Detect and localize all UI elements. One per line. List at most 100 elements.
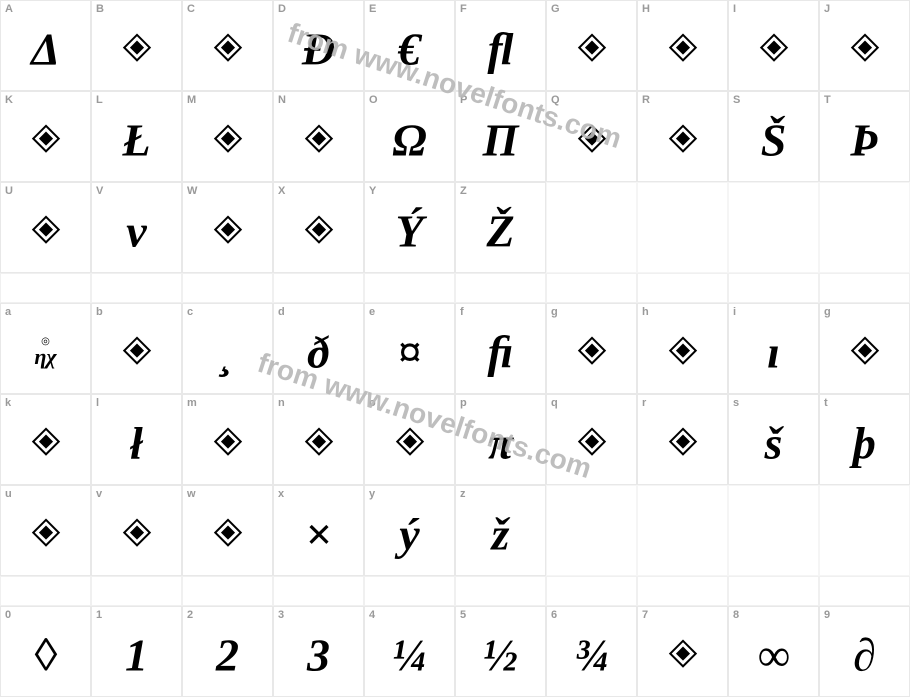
- glyph-cell[interactable]: r: [637, 394, 728, 485]
- glyph-cell[interactable]: m: [182, 394, 273, 485]
- glyph-cell[interactable]: 9∂: [819, 606, 910, 697]
- key-label: M: [187, 94, 196, 106]
- key-label: E: [369, 3, 376, 15]
- glyph-cell[interactable]: K: [0, 91, 91, 182]
- glyph-cell[interactable]: v: [91, 485, 182, 576]
- glyph-cell[interactable]: Q: [546, 91, 637, 182]
- glyph-cell[interactable]: g: [546, 303, 637, 394]
- glyph-cell[interactable]: M: [182, 91, 273, 182]
- glyph-cell[interactable]: R: [637, 91, 728, 182]
- key-label: H: [642, 3, 650, 15]
- glyph-display: ﬁ: [488, 329, 514, 375]
- glyph-cell[interactable]: lł: [91, 394, 182, 485]
- glyph-cell[interactable]: ZŽ: [455, 182, 546, 273]
- key-label: d: [278, 306, 285, 318]
- glyph-cell[interactable]: H: [637, 0, 728, 91]
- glyph-cell[interactable]: PΠ: [455, 91, 546, 182]
- key-label: 1: [96, 609, 102, 621]
- glyph-cell[interactable]: yý: [364, 485, 455, 576]
- glyph-cell[interactable]: 0◊: [0, 606, 91, 697]
- glyph-cell[interactable]: U: [0, 182, 91, 273]
- missing-glyph-icon: [122, 518, 150, 546]
- glyph-cell[interactable]: [728, 182, 819, 273]
- glyph-display: Ł: [122, 117, 150, 163]
- glyph-cell[interactable]: pπ: [455, 394, 546, 485]
- glyph-cell[interactable]: B: [91, 0, 182, 91]
- missing-glyph-icon: [668, 427, 696, 455]
- glyph-cell[interactable]: g: [819, 303, 910, 394]
- key-label: b: [96, 306, 103, 318]
- glyph-cell[interactable]: SŠ: [728, 91, 819, 182]
- glyph-cell[interactable]: N: [273, 91, 364, 182]
- glyph-cell[interactable]: fﬁ: [455, 303, 546, 394]
- glyph-cell[interactable]: 4¼: [364, 606, 455, 697]
- glyph-display: ¼: [392, 632, 427, 678]
- glyph-cell[interactable]: [546, 182, 637, 273]
- glyph-cell[interactable]: 7: [637, 606, 728, 697]
- key-label: p: [460, 397, 467, 409]
- glyph-cell[interactable]: 8∞: [728, 606, 819, 697]
- glyph-cell[interactable]: TÞ: [819, 91, 910, 182]
- glyph-cell[interactable]: I: [728, 0, 819, 91]
- glyph-cell[interactable]: Fﬂ: [455, 0, 546, 91]
- glyph-cell[interactable]: c¸: [182, 303, 273, 394]
- glyph-cell[interactable]: tþ: [819, 394, 910, 485]
- glyph-cell[interactable]: 22: [182, 606, 273, 697]
- glyph-cell[interactable]: 5½: [455, 606, 546, 697]
- glyph-cell[interactable]: 11: [91, 606, 182, 697]
- glyph-cell[interactable]: 6¾: [546, 606, 637, 697]
- glyph-cell[interactable]: J: [819, 0, 910, 91]
- glyph-cell[interactable]: LŁ: [91, 91, 182, 182]
- glyph-cell[interactable]: sš: [728, 394, 819, 485]
- glyph-cell[interactable]: 33: [273, 606, 364, 697]
- key-label: z: [460, 488, 466, 500]
- missing-glyph-icon: [31, 427, 59, 455]
- glyph-cell[interactable]: DĐ: [273, 0, 364, 91]
- glyph-display: ﬂ: [488, 26, 514, 72]
- glyph-cell[interactable]: AΔ: [0, 0, 91, 91]
- glyph-cell[interactable]: q: [546, 394, 637, 485]
- glyph-cell[interactable]: b: [91, 303, 182, 394]
- spacer-cell: [364, 576, 455, 606]
- glyph-cell[interactable]: [819, 485, 910, 576]
- glyph-display: π: [488, 420, 513, 466]
- glyph-cell[interactable]: YÝ: [364, 182, 455, 273]
- glyph-cell[interactable]: W: [182, 182, 273, 273]
- glyph-cell[interactable]: dð: [273, 303, 364, 394]
- spacer-cell: [182, 576, 273, 606]
- glyph-cell[interactable]: u: [0, 485, 91, 576]
- glyph-display: 3: [307, 632, 330, 678]
- missing-glyph-icon: [304, 215, 332, 243]
- spacer-cell: [455, 576, 546, 606]
- glyph-cell[interactable]: a◎ηχ: [0, 303, 91, 394]
- key-label: v: [96, 488, 102, 500]
- font-logo-glyph: ◎ηχ: [34, 335, 56, 368]
- key-label: s: [733, 397, 739, 409]
- key-label: 3: [278, 609, 284, 621]
- glyph-cell[interactable]: [546, 485, 637, 576]
- glyph-cell[interactable]: [637, 182, 728, 273]
- glyph-cell[interactable]: e¤: [364, 303, 455, 394]
- glyph-display: ½: [483, 632, 518, 678]
- glyph-cell[interactable]: E€: [364, 0, 455, 91]
- glyph-cell[interactable]: G: [546, 0, 637, 91]
- glyph-display: ×: [305, 511, 331, 557]
- glyph-display: €: [398, 26, 421, 72]
- spacer-cell: [273, 273, 364, 303]
- glyph-cell[interactable]: OΩ: [364, 91, 455, 182]
- glyph-cell[interactable]: k: [0, 394, 91, 485]
- glyph-cell[interactable]: Vν: [91, 182, 182, 273]
- glyph-cell[interactable]: zž: [455, 485, 546, 576]
- glyph-cell[interactable]: [819, 182, 910, 273]
- glyph-cell[interactable]: h: [637, 303, 728, 394]
- key-label: Y: [369, 185, 376, 197]
- glyph-cell[interactable]: X: [273, 182, 364, 273]
- glyph-cell[interactable]: o: [364, 394, 455, 485]
- glyph-cell[interactable]: x×: [273, 485, 364, 576]
- glyph-cell[interactable]: iı: [728, 303, 819, 394]
- glyph-cell[interactable]: [728, 485, 819, 576]
- glyph-cell[interactable]: w: [182, 485, 273, 576]
- glyph-cell[interactable]: C: [182, 0, 273, 91]
- glyph-cell[interactable]: n: [273, 394, 364, 485]
- glyph-cell[interactable]: [637, 485, 728, 576]
